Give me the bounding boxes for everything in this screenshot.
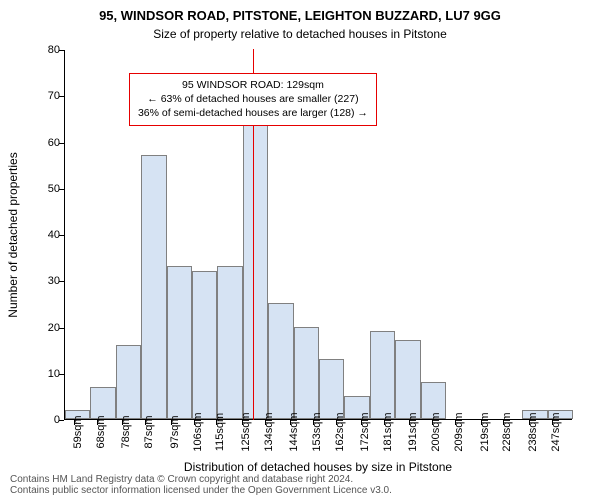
x-tick-label: 181sqm xyxy=(382,412,394,451)
footnote: Contains HM Land Registry data © Crown c… xyxy=(10,474,392,496)
x-tick-label: 247sqm xyxy=(550,412,562,451)
histogram-bar xyxy=(90,387,115,419)
annotation-line: ← 63% of detached houses are smaller (22… xyxy=(138,92,368,106)
x-tick-label: 191sqm xyxy=(407,412,419,451)
x-tick-label: 153sqm xyxy=(311,412,323,451)
annotation-box: 95 WINDSOR ROAD: 129sqm← 63% of detached… xyxy=(129,73,377,126)
histogram-bar xyxy=(294,327,319,420)
histogram-bar xyxy=(217,266,242,419)
histogram-bar xyxy=(116,345,141,419)
histogram-bar xyxy=(268,303,293,419)
x-tick-label: 219sqm xyxy=(479,412,491,451)
x-axis-label: Distribution of detached houses by size … xyxy=(64,460,572,474)
x-tick-label: 144sqm xyxy=(288,412,300,451)
x-tick-label: 68sqm xyxy=(95,415,107,448)
x-tick-label: 162sqm xyxy=(334,412,346,451)
histogram-bar xyxy=(395,340,420,419)
y-tick-label: 20 xyxy=(34,322,60,334)
property-size-histogram: 95, WINDSOR ROAD, PITSTONE, LEIGHTON BUZ… xyxy=(0,0,600,500)
x-tick-label: 115sqm xyxy=(214,413,226,451)
histogram-bar xyxy=(319,359,344,419)
histogram-bar xyxy=(192,271,217,419)
plot-area: 95 WINDSOR ROAD: 129sqm← 63% of detached… xyxy=(64,50,572,420)
x-tick-label: 134sqm xyxy=(263,412,275,451)
histogram-bar xyxy=(243,123,268,419)
y-tick-mark xyxy=(59,420,64,421)
y-tick-label: 70 xyxy=(34,90,60,102)
x-tick-label: 200sqm xyxy=(430,412,442,451)
histogram-bar xyxy=(141,155,166,419)
x-tick-label: 59sqm xyxy=(72,415,84,448)
footnote-line: Contains public sector information licen… xyxy=(10,485,392,496)
annotation-line: 36% of semi-detached houses are larger (… xyxy=(138,106,368,120)
x-tick-label: 78sqm xyxy=(120,415,132,448)
x-tick-label: 125sqm xyxy=(240,412,252,451)
annotation-line: 95 WINDSOR ROAD: 129sqm xyxy=(138,78,368,92)
x-tick-label: 209sqm xyxy=(453,412,465,451)
footnote-line: Contains HM Land Registry data © Crown c… xyxy=(10,474,392,485)
y-tick-label: 0 xyxy=(34,414,60,426)
y-tick-label: 10 xyxy=(34,368,60,380)
x-tick-label: 172sqm xyxy=(359,412,371,451)
y-tick-label: 60 xyxy=(34,137,60,149)
x-tick-label: 87sqm xyxy=(143,415,155,448)
y-axis-label: Number of detached properties xyxy=(6,50,20,420)
histogram-bar xyxy=(167,266,192,419)
y-tick-label: 80 xyxy=(34,44,60,56)
y-tick-label: 50 xyxy=(34,183,60,195)
x-tick-label: 97sqm xyxy=(169,415,181,448)
chart-title-main: 95, WINDSOR ROAD, PITSTONE, LEIGHTON BUZ… xyxy=(0,8,600,23)
chart-title-sub: Size of property relative to detached ho… xyxy=(0,27,600,41)
x-tick-label: 106sqm xyxy=(192,412,204,451)
x-tick-label: 238sqm xyxy=(527,412,539,451)
y-tick-label: 40 xyxy=(34,229,60,241)
histogram-bar xyxy=(370,331,395,419)
y-tick-label: 30 xyxy=(34,275,60,287)
x-tick-label: 228sqm xyxy=(501,412,513,451)
